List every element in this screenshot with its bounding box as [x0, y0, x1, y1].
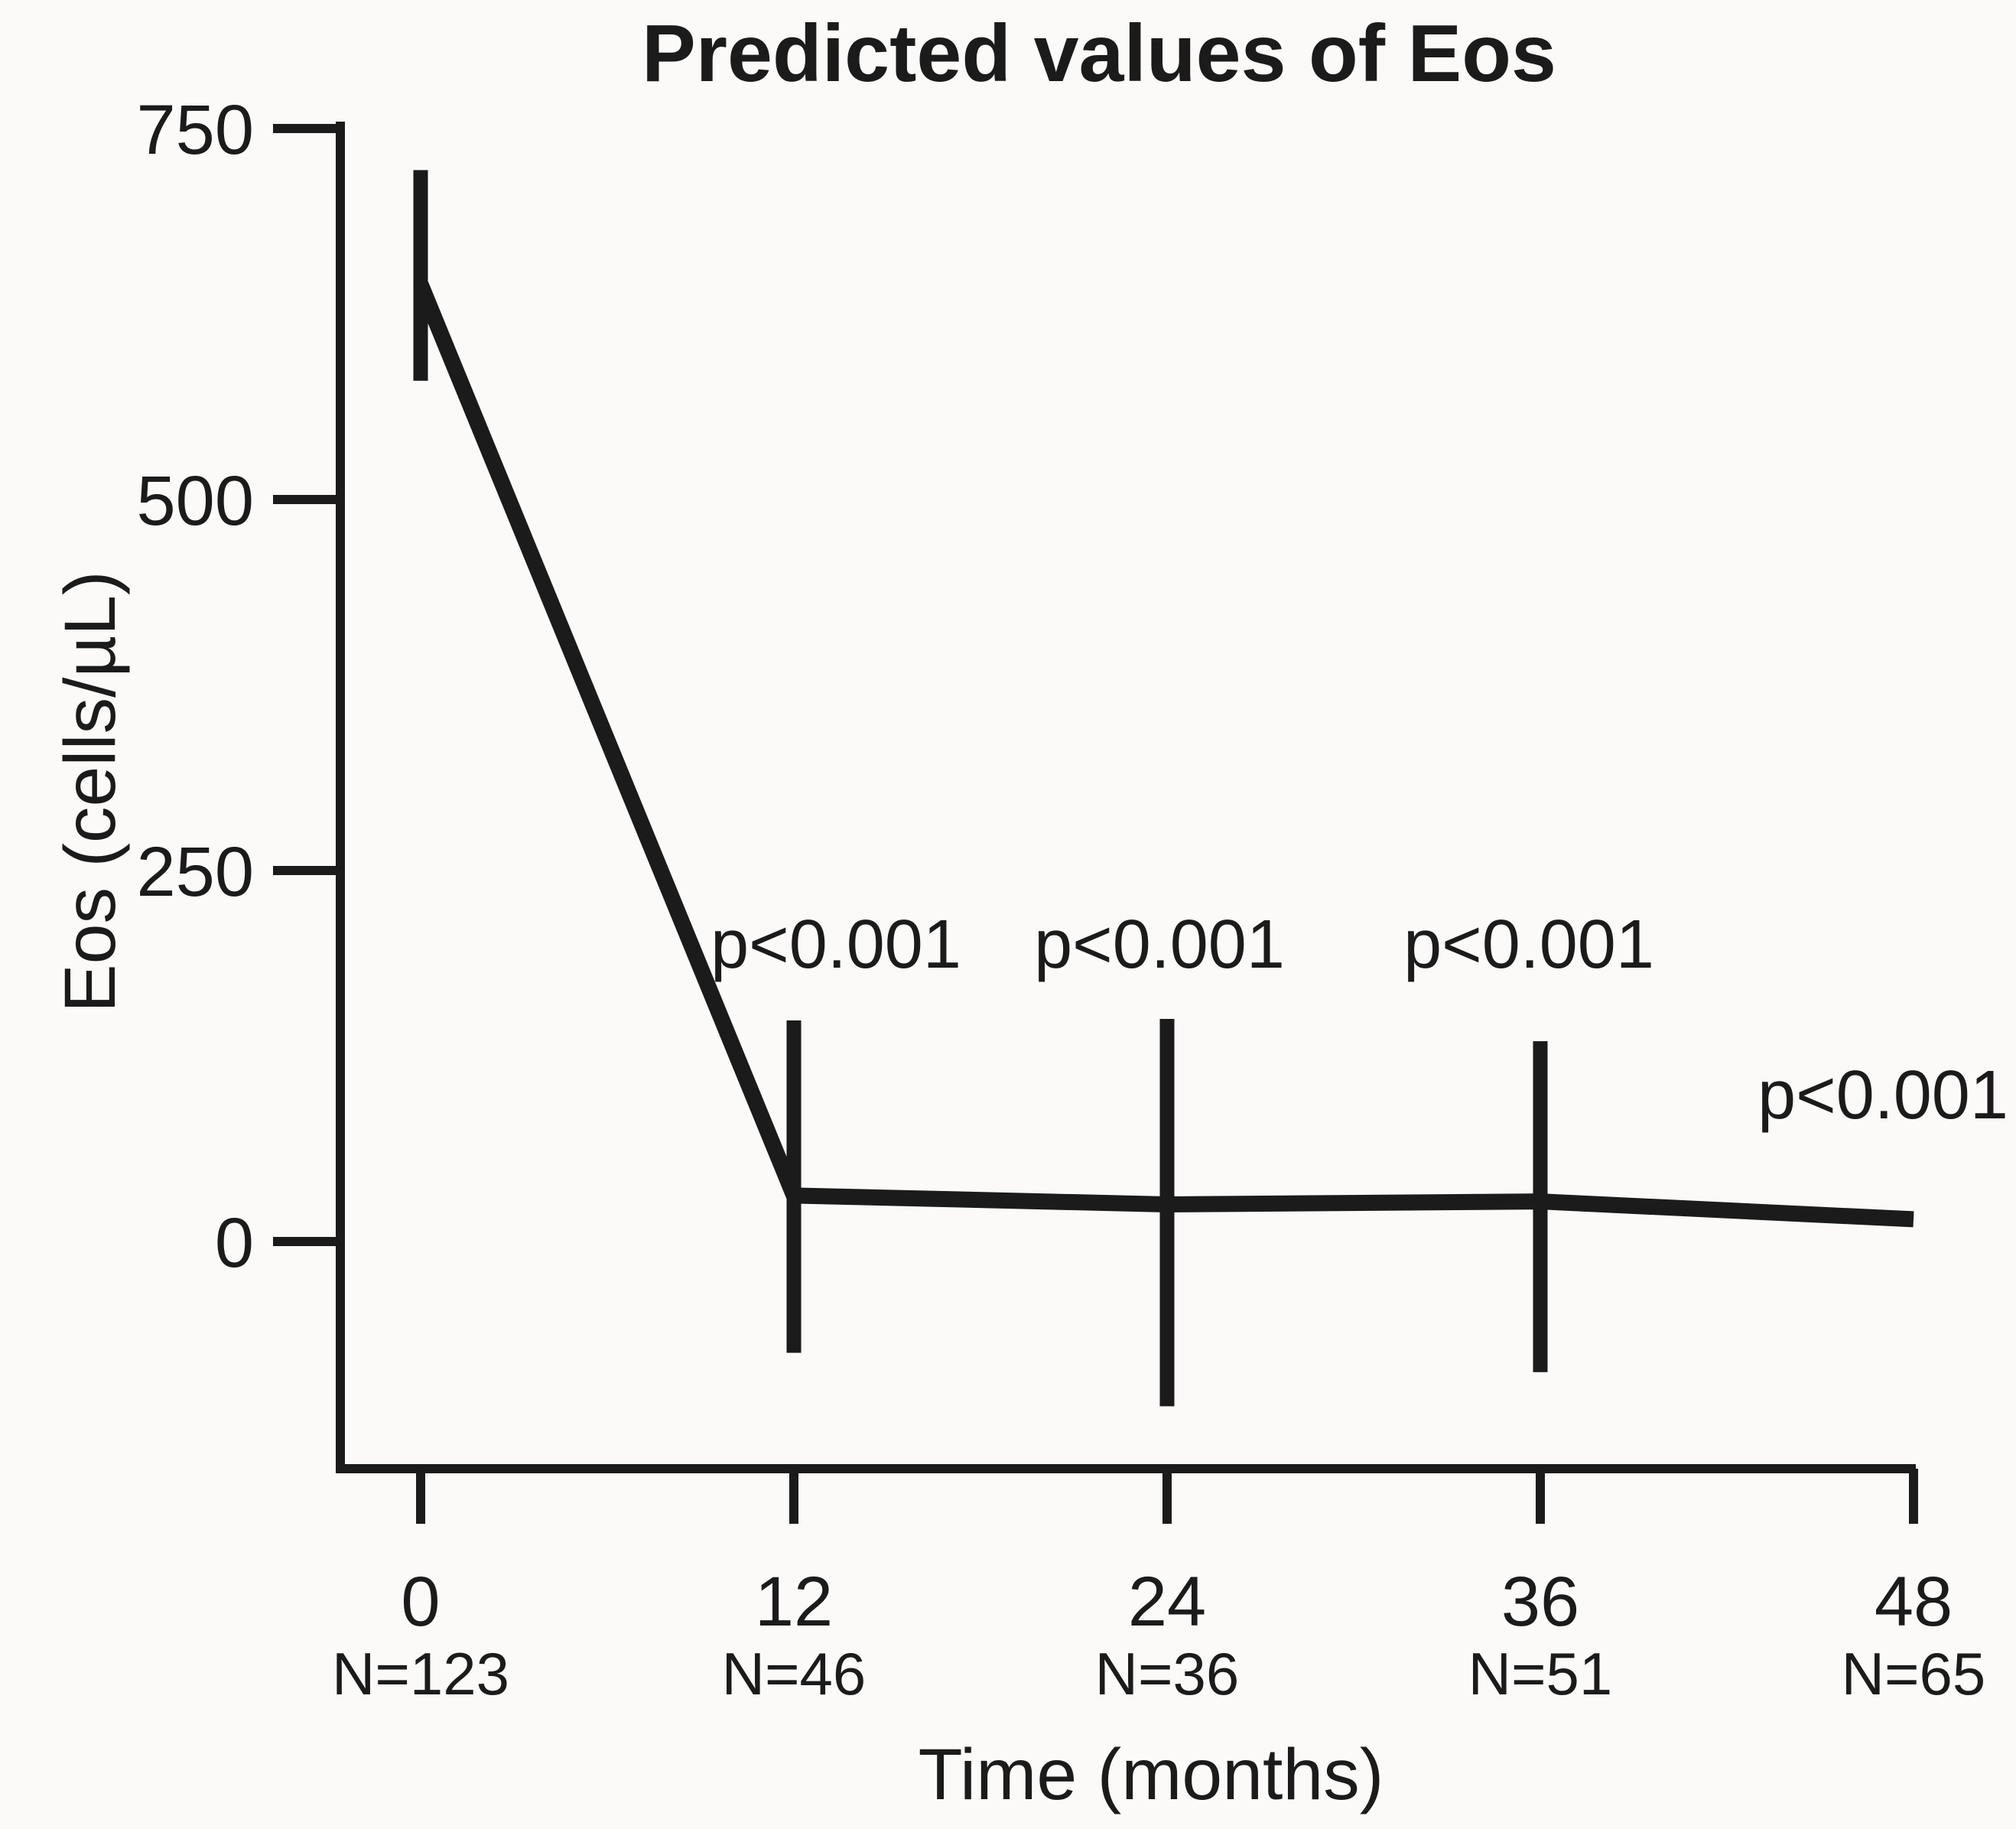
y-tick-label: 750 [137, 91, 255, 169]
x-tick-label: 12 [755, 1563, 833, 1641]
p-value-label: p<0.001 [1757, 1057, 2008, 1134]
y-tick-label: 250 [137, 833, 255, 911]
x-tick-label: 36 [1501, 1563, 1579, 1641]
n-label: N=51 [1468, 1640, 1613, 1707]
x-tick-label: 0 [401, 1563, 440, 1641]
n-label: N=65 [1842, 1640, 1986, 1707]
n-label: N=46 [722, 1640, 867, 1707]
p-value-label: p<0.001 [1034, 906, 1285, 983]
n-label: N=123 [332, 1640, 509, 1707]
y-axis-title: Eos (cells/µL) [50, 571, 131, 1012]
y-tick-label: 500 [137, 462, 255, 540]
p-value-label: p<0.001 [710, 906, 961, 983]
n-label: N=36 [1095, 1640, 1240, 1707]
x-axis-title: Time (months) [919, 1734, 1384, 1815]
p-value-label: p<0.001 [1403, 906, 1654, 983]
y-tick-label: 0 [215, 1204, 254, 1282]
x-tick-label: 24 [1128, 1563, 1206, 1641]
chart-title: Predicted values of Eos [642, 8, 1556, 99]
axis-frame [336, 122, 1916, 1473]
plot-area: 02505007500N=12312N=4624N=3636N=5148N=65… [137, 91, 2008, 1707]
trend-line [413, 281, 1914, 1228]
x-tick-label: 48 [1875, 1563, 1953, 1641]
